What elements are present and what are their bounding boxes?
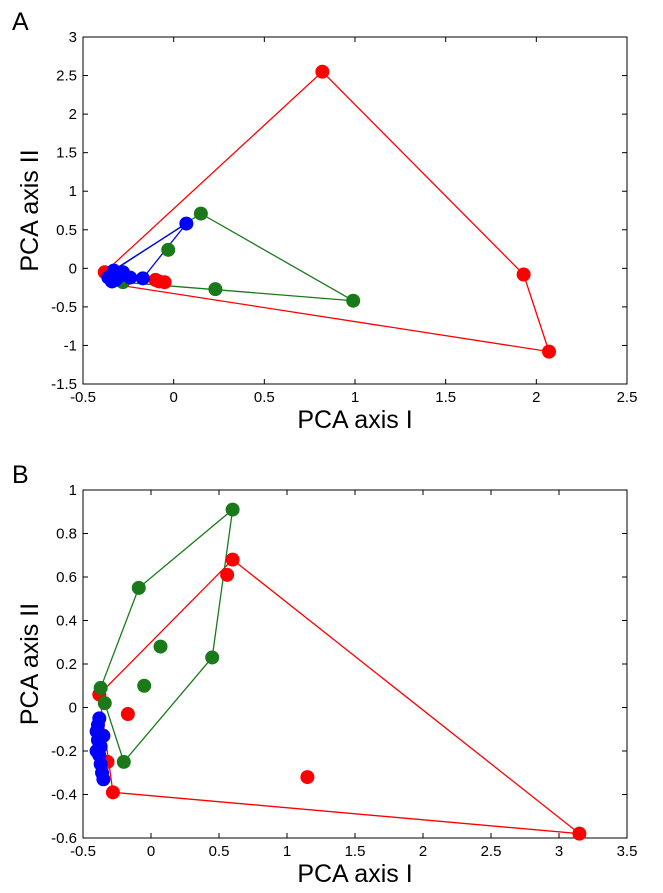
y-tick-label: 2 xyxy=(69,106,77,123)
x-tick-label: 2.5 xyxy=(481,843,502,860)
x-tick-label: 2.5 xyxy=(617,389,638,406)
x-tick-label: 0.5 xyxy=(254,389,275,406)
hull-line-series-1 xyxy=(98,558,582,835)
y-tick-label: 0.6 xyxy=(56,569,77,586)
data-point-series-2 xyxy=(161,242,176,257)
y-tick-label: 0.8 xyxy=(56,526,77,543)
panel-b: B -0.5 0 0.5 1 1.5 2 2.5 3 3.5 -0.6 -0.4 -0.2 0 0.2 0.4… xyxy=(12,461,637,888)
x-tick-label: 0.5 xyxy=(209,843,230,860)
y-tick-label: -0.5 xyxy=(51,299,77,316)
y-tick-label: 0.2 xyxy=(56,656,77,673)
data-point-series-2 xyxy=(93,680,108,695)
x-axis-title: PCA axis I xyxy=(297,406,412,434)
y-tick-label: 0.4 xyxy=(56,613,77,630)
data-point-series-1 xyxy=(148,272,163,287)
y-tick-label: -1 xyxy=(64,337,77,354)
y-tick-label: 1 xyxy=(69,183,77,200)
panel-label: B xyxy=(12,461,29,489)
hull-line-series-2 xyxy=(113,212,354,302)
data-point-series-3 xyxy=(89,744,104,758)
data-point-series-3 xyxy=(179,216,194,231)
y-axis-title: PCA axis II xyxy=(16,149,44,271)
data-point-series-2 xyxy=(225,502,240,517)
hull-line-series-1 xyxy=(104,70,550,353)
data-point-series-2 xyxy=(346,293,361,308)
data-point-series-2 xyxy=(131,580,146,595)
plot-frame xyxy=(82,489,628,839)
x-tick-label: 1 xyxy=(283,843,291,860)
data-point-series-1 xyxy=(315,64,330,79)
data-point-series-3 xyxy=(101,270,116,285)
x-tick-label: 0 xyxy=(147,843,155,860)
y-tick-label: 2.5 xyxy=(56,68,77,85)
data-point-series-1 xyxy=(300,770,315,785)
data-point-series-2 xyxy=(193,206,208,221)
data-point-series-2 xyxy=(205,650,220,665)
data-point-series-1 xyxy=(220,567,235,582)
data-point-series-1 xyxy=(572,826,587,841)
x-tick-label: 1 xyxy=(351,389,359,406)
x-axis-title: PCA axis I xyxy=(297,860,412,888)
data-point-series-3 xyxy=(96,728,111,743)
x-tick-label: 2 xyxy=(419,843,427,860)
x-tick-label: 3.5 xyxy=(617,843,638,860)
x-tick-label: -0.5 xyxy=(70,389,96,406)
hull-line-series-2 xyxy=(100,507,234,764)
y-tick-label: -0.4 xyxy=(51,787,77,804)
y-tick-label: -0.2 xyxy=(51,743,77,760)
data-point-series-2 xyxy=(153,639,168,654)
data-point-series-1 xyxy=(516,267,531,282)
data-point-series-2 xyxy=(97,696,112,711)
data-point-series-1 xyxy=(542,344,557,359)
y-tick-label: 0 xyxy=(69,700,77,717)
x-tick-label: 0 xyxy=(169,389,177,406)
y-tick-label: 3 xyxy=(69,29,77,46)
y-tick-label: 0 xyxy=(69,260,77,277)
y-tick-label: -1.5 xyxy=(51,376,77,393)
panel-a: A -0.5 0 0.5 1 1.5 2 2.5 -1.5 -1 -0.5 0 0.5 1 1.5 2 2.5 3… xyxy=(12,8,637,434)
data-point-series-3 xyxy=(135,271,150,286)
x-tick-label: 1.5 xyxy=(435,389,456,406)
y-axis-title: PCA axis II xyxy=(16,603,44,725)
x-tick-label: 2 xyxy=(532,389,540,406)
data-point-series-1 xyxy=(120,707,135,722)
x-tick-label: 3 xyxy=(555,843,563,860)
data-point-series-1 xyxy=(225,552,240,567)
x-tick-label: -0.5 xyxy=(70,843,96,860)
data-point-series-1 xyxy=(105,785,120,800)
plot-frame xyxy=(82,36,628,385)
y-tick-label: 1.5 xyxy=(56,145,77,162)
data-point-series-2 xyxy=(116,754,131,769)
data-point-series-2 xyxy=(208,282,223,297)
data-point-series-3 xyxy=(96,772,111,787)
panel-label: A xyxy=(12,8,29,36)
y-tick-label: -0.6 xyxy=(51,830,77,847)
data-point-series-2 xyxy=(137,678,152,693)
y-tick-label: 1 xyxy=(69,482,77,499)
y-tick-label: 0.5 xyxy=(56,222,77,239)
x-tick-label: 1.5 xyxy=(345,843,366,860)
